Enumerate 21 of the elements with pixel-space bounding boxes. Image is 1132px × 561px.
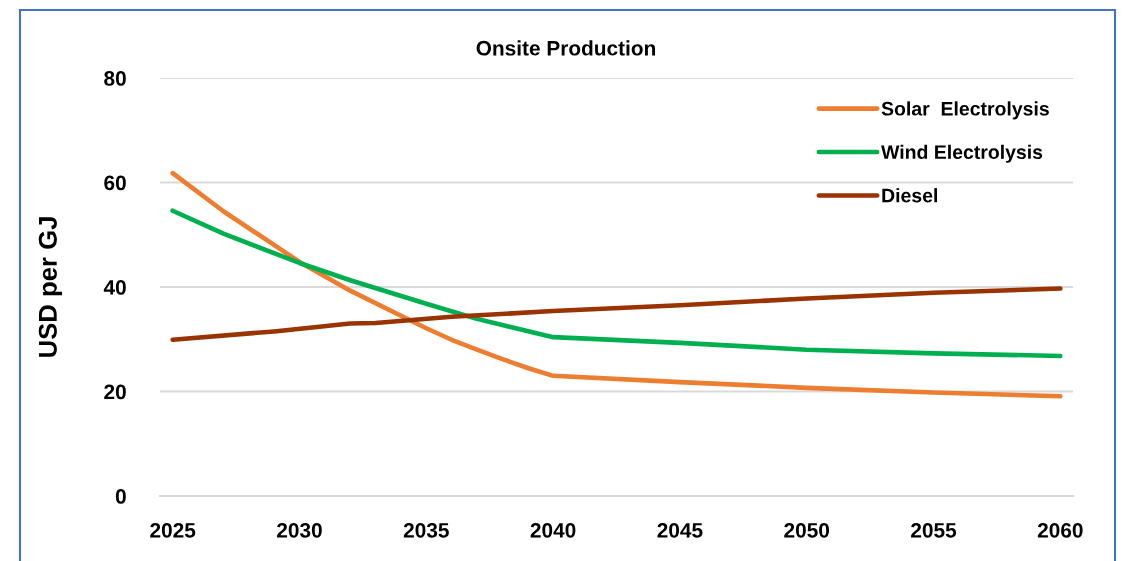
y-tick-label: 0 <box>115 489 126 504</box>
y-tick-label: 20 <box>104 384 126 400</box>
line-series <box>170 286 1063 343</box>
x-tick-label: 2040 <box>530 522 576 538</box>
y-tick-label: 60 <box>104 175 126 191</box>
legend-label: Wind Electrolysis <box>881 144 1043 163</box>
x-tick-label: 2025 <box>150 522 196 538</box>
chart-title: Onsite Production <box>476 40 655 56</box>
line-series <box>170 170 1063 399</box>
x-tick-label: 2030 <box>277 522 322 538</box>
x-tick-label: 2060 <box>1037 522 1083 538</box>
x-tick-label: 2050 <box>784 522 830 538</box>
y-tick-label: 80 <box>104 71 126 86</box>
y-tick-label: 40 <box>103 280 126 295</box>
legend-label: Solar Electrolysis <box>881 101 1049 120</box>
line-series <box>170 208 1063 359</box>
y-axis-title: USD per GJ <box>38 217 62 357</box>
x-tick-label: 2035 <box>403 522 449 538</box>
legend-label: Diesel <box>882 188 937 203</box>
x-tick-label: 2055 <box>911 522 957 538</box>
x-tick-label: 2045 <box>657 522 703 538</box>
